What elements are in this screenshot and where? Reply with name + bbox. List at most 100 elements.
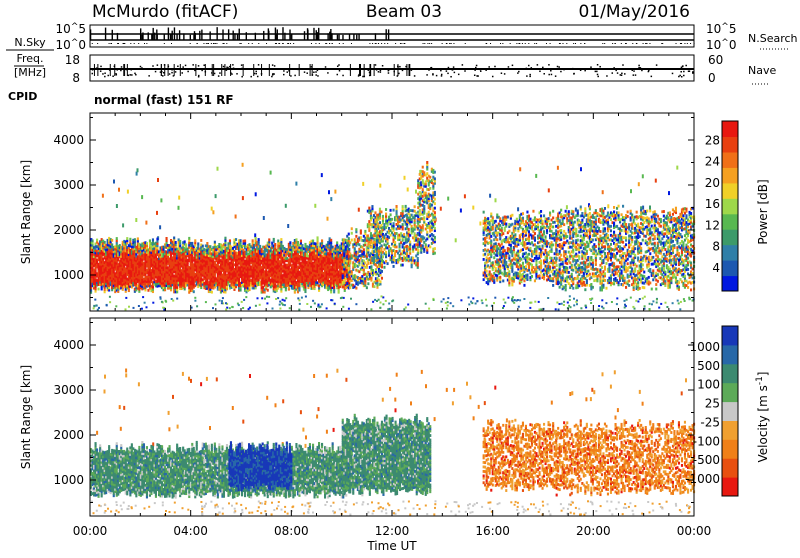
nave-dot	[621, 73, 623, 75]
nave-dot	[485, 69, 487, 71]
echo-cell	[351, 227, 353, 230]
scatter-cell	[605, 302, 607, 304]
nave-dot	[633, 74, 635, 76]
echo-cell	[367, 262, 369, 265]
nave-dot	[116, 74, 118, 76]
nave-dot	[640, 67, 642, 69]
scatter-cell	[475, 303, 477, 305]
scatter-cell	[512, 296, 514, 298]
nave-dot	[678, 76, 680, 78]
scatter-cell	[245, 296, 247, 298]
echo-cell	[379, 208, 381, 211]
scatter-cell	[342, 306, 344, 308]
nsearch-dot	[518, 43, 519, 44]
nave-dot	[573, 73, 575, 75]
nsearch-dot	[203, 43, 204, 44]
echo-cell	[202, 245, 204, 248]
scatter-cell	[297, 297, 299, 299]
nsearch-dot	[404, 43, 405, 44]
nave-dot	[112, 76, 114, 78]
nsearch-dot	[395, 43, 396, 44]
echo-cell	[258, 238, 260, 241]
nave-dot	[542, 67, 544, 69]
scatter-cell	[142, 296, 144, 298]
freq-unit: [MHz]	[14, 66, 46, 79]
scatter-cell	[358, 208, 360, 212]
scatter-cell	[381, 295, 383, 297]
scatter-cell	[125, 297, 127, 299]
nave-dot	[551, 74, 553, 76]
scatter-cell	[580, 167, 582, 171]
nave-dot	[474, 69, 476, 71]
nsearch-dot	[465, 43, 466, 44]
scatter-cell	[680, 301, 682, 303]
nsearch-dot	[241, 43, 242, 44]
scatter-cell	[494, 297, 496, 299]
echo-cell	[346, 282, 348, 285]
nave-dot	[387, 68, 389, 70]
nsearch-dot	[215, 43, 216, 44]
echo-cell	[193, 290, 195, 293]
echo-cell	[342, 286, 344, 289]
scatter-cell	[161, 301, 163, 303]
nave-dot	[572, 68, 574, 70]
scatter-cell	[229, 307, 231, 309]
nave-dot	[241, 76, 243, 78]
nsearch-dot	[164, 43, 165, 44]
scatter-cell	[392, 300, 394, 302]
nave-dot	[639, 69, 641, 71]
scatter-cell	[242, 163, 244, 167]
scatter-cell	[569, 299, 571, 301]
scatter-cell	[425, 303, 427, 305]
nave-dot	[102, 73, 104, 75]
scatter-cell	[601, 299, 603, 301]
nave-dot	[315, 74, 317, 76]
nave-dot	[613, 67, 615, 69]
nave-dot	[432, 74, 434, 76]
nsearch-dot	[604, 43, 605, 44]
scatter-cell	[127, 190, 129, 194]
scatter-cell	[561, 303, 563, 305]
echo-cell	[379, 221, 381, 224]
scatter-cell	[688, 297, 690, 299]
echo-cell	[348, 248, 350, 251]
scatter-cell	[460, 209, 462, 213]
nave-dot	[692, 72, 694, 74]
nave-dot	[529, 74, 531, 76]
scatter-cell	[644, 305, 646, 307]
scatter-cell	[279, 308, 281, 310]
nave-dot	[548, 74, 550, 76]
scatter-cell	[557, 166, 559, 170]
scatter-cell	[255, 192, 257, 196]
scatter-cell	[567, 302, 569, 304]
nsearch-dot	[486, 43, 487, 44]
scatter-cell	[443, 298, 445, 300]
echo-cell	[374, 211, 376, 214]
nave-dot	[683, 71, 685, 73]
echo-cell	[368, 207, 370, 210]
scatter-cell	[644, 296, 646, 298]
nave-dot	[648, 71, 650, 73]
scatter-cell	[642, 206, 644, 210]
echo-cell	[267, 289, 269, 292]
scatter-cell	[266, 296, 268, 298]
nave-dot	[563, 69, 565, 71]
echo-cell	[370, 277, 372, 280]
nsearch-dot	[687, 43, 688, 44]
echo-cell	[146, 242, 148, 245]
nave-dot	[140, 66, 142, 68]
scatter-cell	[275, 298, 277, 300]
nave-dot	[414, 75, 416, 77]
scatter-cell	[334, 190, 336, 194]
echo-cell	[129, 238, 131, 241]
echo-cell	[152, 238, 154, 241]
nave-dot	[436, 75, 438, 77]
nsearch-dot	[684, 43, 685, 44]
scatter-cell	[176, 298, 178, 300]
echo-cell	[373, 234, 375, 237]
nave-dot	[380, 71, 382, 73]
nsky-strip-frame	[90, 25, 694, 47]
scatter-cell	[576, 303, 578, 305]
nsearch-dot	[490, 43, 491, 44]
scatter-cell	[679, 308, 681, 310]
